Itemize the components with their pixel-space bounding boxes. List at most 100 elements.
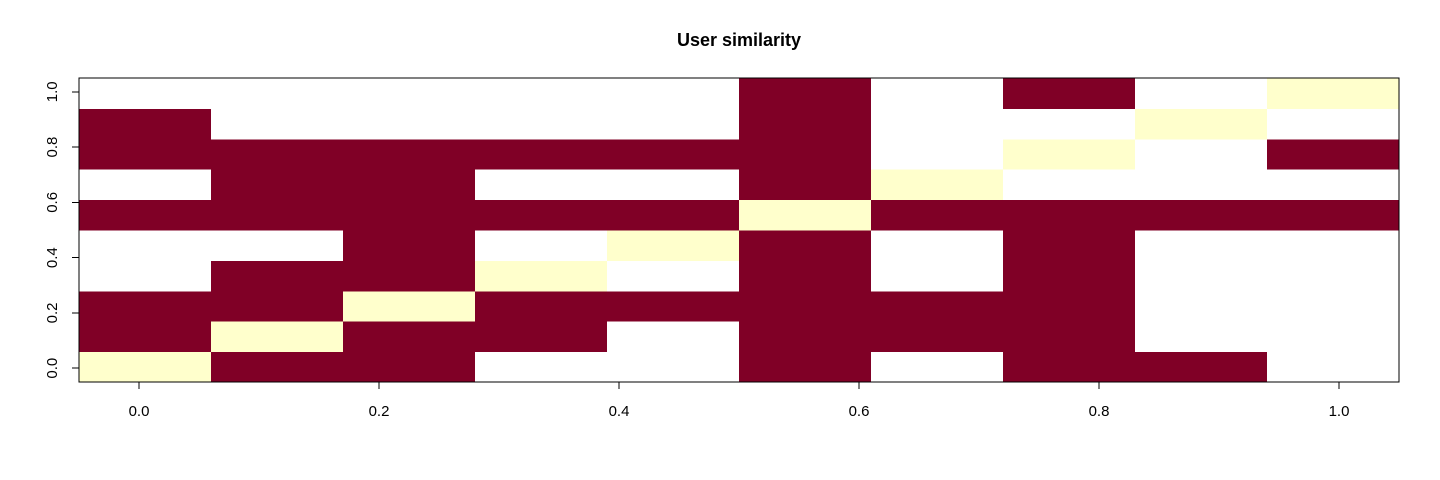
heatmap-cell xyxy=(871,199,1004,231)
heatmap-cell xyxy=(343,199,476,231)
heatmap-cell xyxy=(79,351,212,383)
y-tick-label: 0.6 xyxy=(44,192,61,213)
heatmap-cell xyxy=(739,260,872,292)
heatmap-cell xyxy=(871,108,1004,140)
heatmap-cell xyxy=(475,260,608,292)
heatmap-cell xyxy=(343,260,476,292)
heatmap-cell xyxy=(871,230,1004,261)
heatmap-cell xyxy=(739,290,872,322)
heatmap-cell xyxy=(1267,230,1400,261)
heatmap-cells xyxy=(79,78,1400,383)
heatmap-cell xyxy=(871,78,1004,109)
heatmap-cell xyxy=(607,321,740,353)
heatmap-cell xyxy=(739,169,872,201)
heatmap-cell xyxy=(1003,169,1136,201)
heatmap-cell xyxy=(211,230,344,261)
heatmap-cell xyxy=(607,138,740,170)
y-tick-label: 0.8 xyxy=(44,137,61,158)
heatmap-cell xyxy=(211,321,344,353)
heatmap-cell xyxy=(475,321,608,353)
heatmap-cell xyxy=(475,230,608,261)
heatmap-cell xyxy=(79,290,212,322)
heatmap-cell xyxy=(1267,138,1400,170)
heatmap-cell xyxy=(739,138,872,170)
heatmap-cell xyxy=(871,169,1004,201)
heatmap-cell xyxy=(1267,351,1400,383)
heatmap-cell xyxy=(343,351,476,383)
heatmap-cell xyxy=(1003,108,1136,140)
heatmap-cell xyxy=(475,78,608,109)
heatmap-cell xyxy=(1003,230,1136,261)
heatmap-cell xyxy=(607,230,740,261)
x-tick-label: 0.4 xyxy=(609,403,630,420)
heatmap-cell xyxy=(1135,230,1268,261)
heatmap-cell xyxy=(211,351,344,383)
heatmap-cell xyxy=(475,199,608,231)
heatmap-cell xyxy=(79,108,212,140)
heatmap-cell xyxy=(343,321,476,353)
heatmap-cell xyxy=(1135,169,1268,201)
heatmap-cell xyxy=(1267,260,1400,292)
heatmap-cell xyxy=(607,260,740,292)
heatmap-cell xyxy=(343,78,476,109)
heatmap-cell xyxy=(1135,351,1268,383)
heatmap-cell xyxy=(1135,290,1268,322)
heatmap-cell xyxy=(607,351,740,383)
x-tick-label: 1.0 xyxy=(1329,403,1350,420)
heatmap-cell xyxy=(1135,260,1268,292)
heatmap-cell xyxy=(871,138,1004,170)
heatmap-cell xyxy=(739,351,872,383)
heatmap-cell xyxy=(1003,321,1136,353)
heatmap-cell xyxy=(475,169,608,201)
heatmap-cell xyxy=(1267,169,1400,201)
heatmap-cell xyxy=(475,290,608,322)
heatmap-cell xyxy=(1267,78,1400,109)
heatmap-cell xyxy=(1267,199,1400,231)
x-tick-label: 0.8 xyxy=(1089,403,1110,420)
heatmap-cell xyxy=(1135,321,1268,353)
heatmap-cell xyxy=(211,260,344,292)
y-axis: 0.0 0.2 0.4 0.6 0.8 1.0 xyxy=(44,81,80,379)
x-tick-label: 0.2 xyxy=(369,403,390,420)
heatmap-cell xyxy=(79,138,212,170)
heatmap-cell xyxy=(1135,199,1268,231)
heatmap-cell xyxy=(343,290,476,322)
heatmap-cell xyxy=(871,260,1004,292)
heatmap-cell xyxy=(1267,290,1400,322)
heatmap-cell xyxy=(475,108,608,140)
heatmap-cell xyxy=(1135,78,1268,109)
heatmap-cell xyxy=(739,199,872,231)
heatmap-cell xyxy=(343,169,476,201)
heatmap-cell xyxy=(1135,138,1268,170)
y-tick-label: 0.4 xyxy=(44,247,61,268)
heatmap-cell xyxy=(739,230,872,261)
heatmap-cell xyxy=(211,138,344,170)
heatmap-cell xyxy=(211,199,344,231)
heatmap-cell xyxy=(79,260,212,292)
heatmap-cell xyxy=(79,199,212,231)
heatmap-cell xyxy=(1003,199,1136,231)
heatmap-cell xyxy=(343,230,476,261)
heatmap-cell xyxy=(607,78,740,109)
heatmap-cell xyxy=(1003,138,1136,170)
heatmap-cell xyxy=(1135,108,1268,140)
heatmap-cell xyxy=(79,169,212,201)
heatmap-cell xyxy=(739,108,872,140)
heatmap-cell xyxy=(607,169,740,201)
x-tick-label: 0.0 xyxy=(129,403,150,420)
heatmap-cell xyxy=(871,290,1004,322)
heatmap-cell xyxy=(871,321,1004,353)
heatmap-cell xyxy=(607,290,740,322)
heatmap-cell xyxy=(343,108,476,140)
heatmap-cell xyxy=(79,230,212,261)
heatmap-cell xyxy=(343,138,476,170)
heatmap-cell xyxy=(739,78,872,109)
heatmap-cell xyxy=(79,321,212,353)
heatmap-cell xyxy=(1003,78,1136,109)
x-tick-label: 0.6 xyxy=(849,403,870,420)
heatmap-cell xyxy=(871,351,1004,383)
y-tick-label: 1.0 xyxy=(44,81,61,102)
heatmap-cell xyxy=(211,108,344,140)
heatmap-cell xyxy=(79,78,212,109)
